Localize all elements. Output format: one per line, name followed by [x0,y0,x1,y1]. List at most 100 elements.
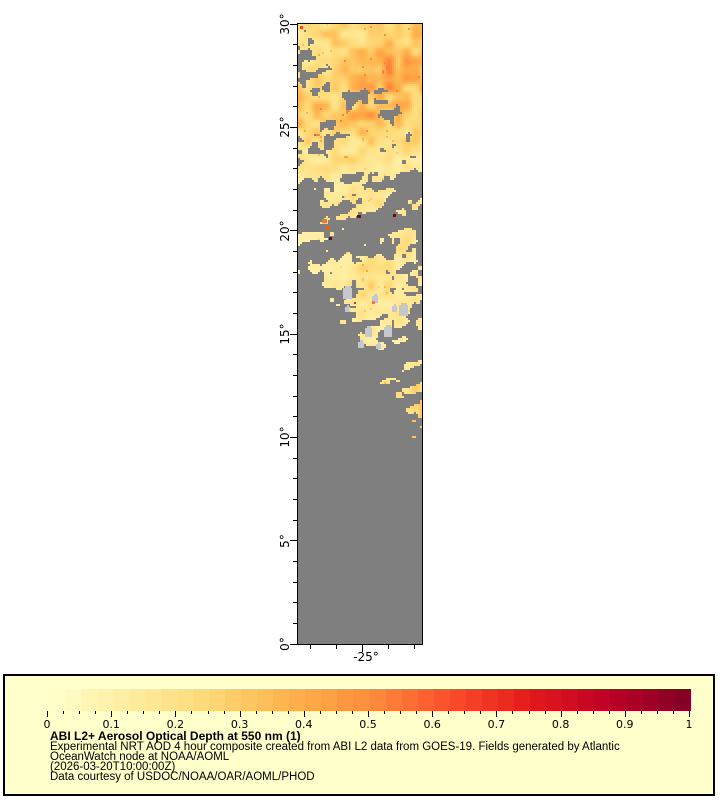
y-axis-minor-tick [293,622,298,624]
x-axis-minor-tick [335,644,337,649]
colorbar-major-tick [111,711,113,717]
colorbar-minor-tick [143,711,145,714]
colorbar-minor-tick [287,711,289,714]
y-axis-minor-tick [293,44,298,46]
y-axis-label: 25° [278,116,292,138]
y-axis-label: 0° [278,637,292,651]
y-axis-minor-tick [293,168,298,170]
colorbar-minor-tick [271,711,273,714]
colorbar-tick-label: 0.7 [487,718,506,731]
y-axis-major-tick [290,23,298,25]
x-axis-minor-tick [309,644,311,649]
y-axis-minor-tick [293,519,298,521]
y-axis-minor-tick [293,312,298,314]
y-axis-minor-tick [293,271,298,273]
y-axis-minor-tick [293,581,298,583]
legend-title: ABI L2+ Aerosol Optical Depth at 550 nm … [50,729,301,743]
colorbar-major-tick [624,711,626,717]
colorbar-tick-label: 0.3 [230,718,249,731]
colorbar-minor-tick [335,711,337,714]
aod-map-plot [297,23,423,645]
y-axis-minor-tick [293,209,298,211]
y-axis-minor-tick [293,478,298,480]
colorbar-major-tick [432,711,434,717]
legend-panel: 0 0.1 0.2 0.3 0.4 0.5 0.6 0.7 0.8 0.9 1 ABI L2+ Ae… [3,674,715,796]
x-axis-minor-tick [413,644,415,649]
colorbar-minor-tick [464,711,466,714]
colorbar-major-tick [560,711,562,717]
y-axis-minor-tick [293,457,298,459]
colorbar-tick-label: 0.5 [359,718,377,731]
aod-map-canvas [298,24,422,644]
y-axis-minor-tick [293,85,298,87]
colorbar-tick-label: 0.9 [616,718,634,731]
colorbar-gradient [49,689,691,711]
colorbar-minor-tick [384,711,386,714]
y-axis-minor-tick [293,498,298,500]
colorbar-minor-tick [672,711,674,714]
colorbar-tick-label: 0.1 [102,718,120,731]
legend-timestamp: (2026-03-20T10:00:00Z) [50,761,176,773]
colorbar-tick-label: 0.8 [551,718,570,731]
colorbar-tick-label: 0.6 [423,718,441,731]
colorbar-minor-tick [79,711,81,714]
colorbar-minor-tick [255,711,257,714]
colorbar-minor-tick [351,711,353,714]
legend-caption-line: OceanWatch node at NOAA/AOML [50,751,230,763]
y-axis-minor-tick [293,292,298,294]
y-axis-minor-tick [293,602,298,604]
colorbar-tick-label: 0.2 [166,718,185,731]
colorbar-major-tick [303,711,305,717]
colorbar-minor-tick [159,711,161,714]
colorbar-minor-tick [576,711,578,714]
y-axis-minor-tick [293,416,298,418]
y-axis-label: 15° [278,323,292,345]
colorbar-minor-tick [191,711,193,714]
colorbar-tick-label: 0 [43,718,51,731]
legend-caption-line: Experimental NRT AOD 4 hour composite cr… [50,741,620,753]
y-axis-major-tick [290,230,298,232]
colorbar-major-tick [368,711,369,717]
y-axis-minor-tick [293,106,298,108]
colorbar-minor-tick [448,711,450,714]
colorbar-minor-tick [223,711,225,714]
colorbar-major-tick [689,711,690,717]
x-axis-label: -25° [353,650,379,664]
y-axis-minor-tick [293,395,298,397]
y-axis-minor-tick [293,64,298,66]
colorbar-major-tick [175,711,177,717]
colorbar-minor-tick [528,711,530,714]
colorbar-minor-tick [544,711,546,714]
colorbar-minor-tick [63,711,65,714]
legend-credit: Data courtesy of USDOC/NOAA/OAR/AOML/PHO… [50,771,315,783]
x-axis-major-tick [361,644,363,652]
y-axis-major-tick [290,643,298,645]
y-axis-major-tick [290,126,298,128]
y-axis-minor-tick [293,374,298,376]
y-axis-minor-tick [293,250,298,252]
colorbar-tick-label: 0.4 [295,718,313,731]
colorbar-tick-label: 1 [685,718,693,731]
y-axis-label: 30° [278,13,292,35]
colorbar-minor-tick [592,711,594,714]
colorbar-minor-tick [95,711,97,714]
colorbar-minor-tick [319,711,321,714]
y-axis-minor-tick [293,354,298,356]
y-axis-minor-tick [293,147,298,149]
colorbar-major-tick [47,711,48,717]
y-axis-major-tick [290,540,298,542]
y-axis-minor-tick [293,188,298,190]
colorbar-minor-tick [640,711,642,714]
colorbar-major-tick [239,711,241,717]
colorbar-minor-tick [400,711,402,714]
colorbar-minor-tick [608,711,610,714]
y-axis-label: 5° [278,533,292,548]
colorbar-minor-tick [512,711,514,714]
colorbar-major-tick [496,711,498,717]
colorbar-minor-tick [416,711,418,714]
colorbar-minor-tick [127,711,129,714]
y-axis-major-tick [290,333,298,335]
y-axis-major-tick [290,436,298,438]
colorbar-minor-tick [656,711,658,714]
